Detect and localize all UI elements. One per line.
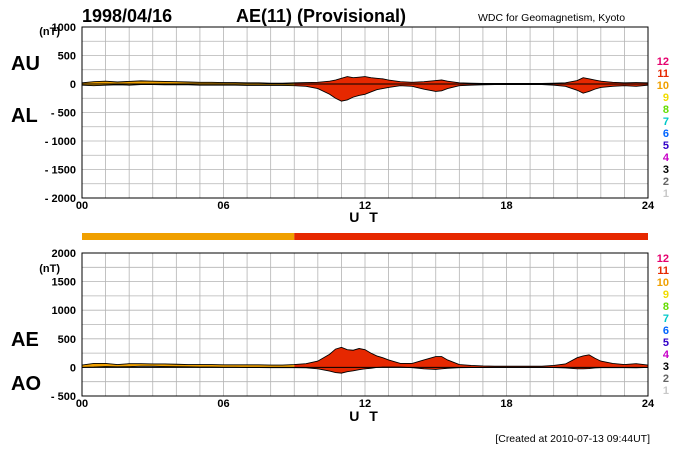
ae-ao-station-number: 12 bbox=[657, 253, 669, 265]
au-al-station-number: 6 bbox=[663, 128, 669, 140]
ae-ao-station-number: 11 bbox=[657, 265, 669, 277]
ae-ao-unit: (nT) bbox=[39, 263, 60, 275]
au-al-station-number: 10 bbox=[657, 80, 669, 92]
au-al-station-number: 5 bbox=[663, 140, 669, 152]
au-al-area-fill bbox=[294, 76, 648, 102]
au-al-y-tick-label: - 500 bbox=[51, 108, 76, 120]
au-al-y-tick-label: - 2000 bbox=[45, 193, 76, 205]
ae-ao-station-number: 5 bbox=[663, 337, 669, 349]
au-al-station-number: 7 bbox=[663, 116, 669, 128]
plot-date: 1998/04/16 bbox=[82, 6, 172, 26]
al-series-line bbox=[81, 84, 649, 102]
ae-ao-station-number: 1 bbox=[663, 385, 669, 397]
ao-label: AO bbox=[11, 373, 41, 395]
au-al-station-number: 1 bbox=[663, 188, 669, 200]
au-series-line bbox=[81, 76, 649, 84]
au-al-y-axis: 1000 500 0 - 500 - 1000 - 1500 - 2000 bbox=[45, 22, 76, 205]
au-al-y-tick-label: 1000 bbox=[52, 22, 76, 34]
au-al-y-tick-label: - 1000 bbox=[45, 136, 76, 148]
ae-ao-station-number: 10 bbox=[657, 277, 669, 289]
au-al-station-number: 4 bbox=[663, 152, 670, 164]
au-al-unit: (nT) bbox=[39, 26, 60, 38]
ae-ao-x-label: U T bbox=[349, 408, 381, 424]
au-al-station-number: 12 bbox=[657, 56, 669, 68]
ae-ao-station-number: 4 bbox=[663, 349, 670, 361]
ae-ao-x-tick-label: 24 bbox=[642, 398, 655, 410]
ae-ao-area-fill bbox=[82, 363, 295, 368]
al-label: AL bbox=[11, 105, 38, 127]
ae-ao-x-tick-label: 12 bbox=[359, 398, 371, 410]
ae-ao-y-tick-label: - 500 bbox=[51, 391, 76, 403]
ae-ao-x-axis: 00 06 12 18 24 bbox=[76, 398, 655, 410]
ae-ao-station-number: 9 bbox=[663, 289, 669, 301]
ae-ao-plot-border bbox=[81, 252, 649, 397]
ae-ao-x-tick-label: 00 bbox=[76, 398, 88, 410]
au-al-x-tick-label: 18 bbox=[500, 200, 512, 212]
ae-ao-x-tick-label: 06 bbox=[217, 398, 229, 410]
au-al-station-number: 8 bbox=[663, 104, 669, 116]
ae-ao-y-tick-label: 0 bbox=[70, 362, 76, 374]
ae-label: AE bbox=[11, 329, 39, 351]
ae-ao-station-number: 6 bbox=[663, 325, 669, 337]
au-al-x-tick-label: 24 bbox=[642, 200, 655, 212]
au-al-x-tick-label: 12 bbox=[359, 200, 371, 212]
ae-series-line bbox=[81, 346, 649, 367]
data-source-org: WDC for Geomagnetism, Kyoto bbox=[478, 12, 625, 24]
ae-ao-grid bbox=[81, 252, 649, 397]
ae-ao-y-tick-label: 500 bbox=[58, 334, 76, 346]
au-label: AU bbox=[11, 53, 40, 75]
au-al-station-number: 9 bbox=[663, 92, 669, 104]
ae-ao-area-series bbox=[81, 346, 649, 374]
ae-ao-y-tick-label: 1000 bbox=[52, 305, 76, 317]
ae-ao-y-tick-label: 2000 bbox=[52, 248, 76, 260]
au-al-grid bbox=[81, 26, 649, 199]
ae-ao-frame bbox=[81, 252, 649, 397]
ae-ao-station-number: 2 bbox=[663, 373, 669, 385]
au-al-station-number: 11 bbox=[657, 68, 669, 80]
au-al-frame bbox=[81, 26, 649, 199]
created-timestamp: [Created at 2010-07-13 09:44UT] bbox=[495, 433, 650, 445]
au-al-station-number: 3 bbox=[663, 164, 669, 176]
ae-ao-station-number: 8 bbox=[663, 301, 669, 313]
au-al-x-tick-label: 06 bbox=[217, 200, 229, 212]
ae-ao-x-tick-label: 18 bbox=[500, 398, 512, 410]
au-al-y-tick-label: - 1500 bbox=[45, 165, 76, 177]
au-al-station-number: 2 bbox=[663, 176, 669, 188]
plot-title: AE(11) (Provisional) bbox=[236, 6, 406, 26]
station-count-bar bbox=[82, 233, 648, 240]
ae-ao-y-axis: 2000 1500 1000 500 0 - 500 bbox=[51, 248, 76, 403]
au-al-plot-border bbox=[81, 26, 649, 199]
ae-ao-y-tick-label: 1500 bbox=[52, 277, 76, 289]
au-al-y-tick-label: 500 bbox=[58, 51, 76, 63]
station-count-segment bbox=[82, 233, 295, 240]
au-al-x-label: U T bbox=[349, 209, 381, 225]
station-count-segment bbox=[294, 233, 648, 240]
au-al-y-tick-label: 0 bbox=[70, 79, 76, 91]
ae-ao-station-number: 3 bbox=[663, 361, 669, 373]
ae-ao-station-number: 7 bbox=[663, 313, 669, 325]
au-al-x-axis: 00 06 12 18 24 bbox=[76, 200, 655, 212]
au-al-x-tick-label: 00 bbox=[76, 200, 88, 212]
